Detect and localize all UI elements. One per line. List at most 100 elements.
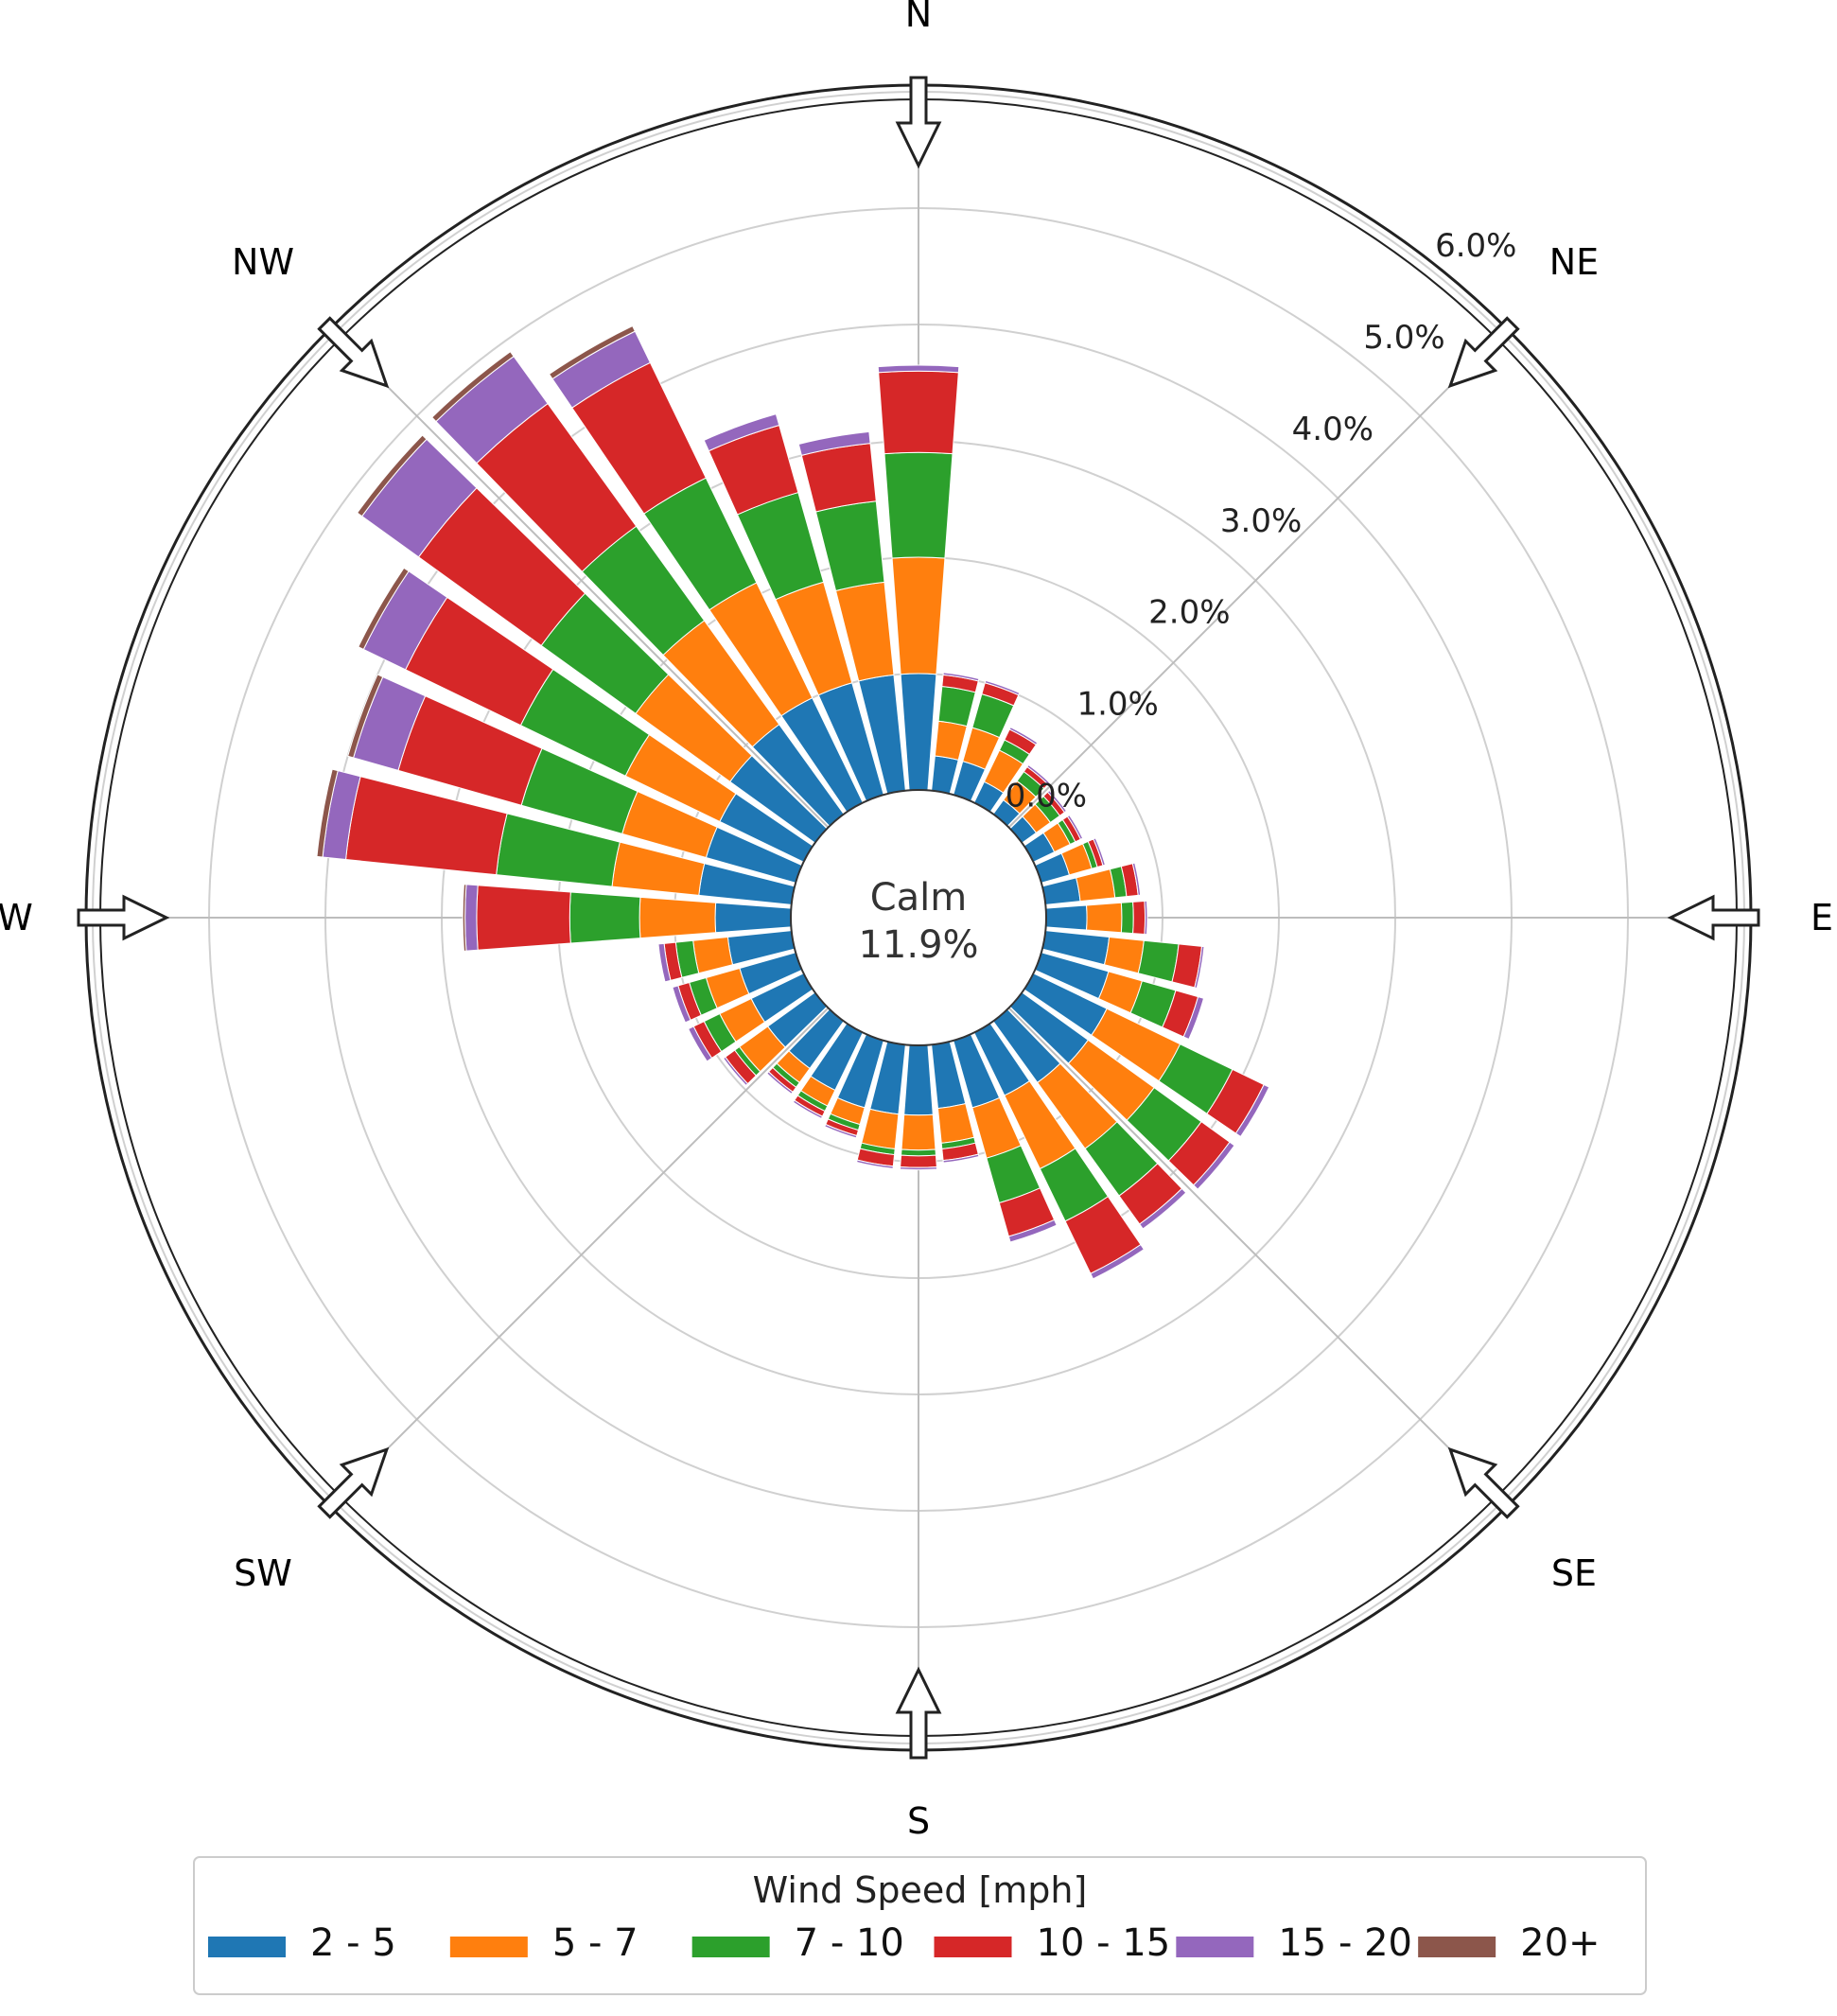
wind-bar-segment <box>1045 904 1088 931</box>
compass-label: N <box>905 0 932 35</box>
overlay-layer: Calm 11.9% <box>790 789 1047 1046</box>
wind-bar-segment <box>657 942 672 983</box>
wind-bar-segment <box>891 556 946 675</box>
wind-bar-segment <box>692 936 734 974</box>
wind-bar-segment <box>901 1113 936 1151</box>
legend-swatch <box>449 1937 528 1957</box>
legend-label: 2 - 5 <box>310 1921 396 1965</box>
wind-bar-segment <box>1041 877 1081 905</box>
legend-title: Wind Speed [mph] <box>753 1869 1088 1911</box>
wind-bar-segment <box>1120 901 1134 935</box>
compass-arrow <box>1447 1446 1520 1519</box>
wind-bar-segment <box>1137 939 1180 983</box>
wind-bar-segment <box>464 884 479 952</box>
legend-label: 10 - 15 <box>1037 1921 1171 1965</box>
wind-bar-segment <box>1234 1083 1270 1138</box>
calm-label: Calm <box>870 876 968 920</box>
compass-label: NW <box>232 241 294 283</box>
wind-bar-segment <box>1090 1243 1146 1280</box>
grid-spoke <box>1007 1007 1498 1498</box>
wind-bar-segment <box>1182 996 1205 1041</box>
wind-bar-segment <box>714 902 792 934</box>
legend-swatch <box>691 1937 770 1957</box>
compass-label: SE <box>1551 1552 1597 1594</box>
wind-bar-segment <box>900 1154 937 1168</box>
radial-tick-label: 6.0% <box>1435 227 1516 265</box>
wind-bar-segment <box>1193 1141 1235 1190</box>
wind-bar-segment <box>1103 936 1145 974</box>
radial-tick-label: 2.0% <box>1148 594 1230 632</box>
wind-bar-segment <box>548 324 637 380</box>
wind-bar-segment <box>800 443 877 513</box>
wind-bar-segment <box>942 1153 980 1164</box>
grid-spoke <box>1007 338 1498 829</box>
wind-bar-segment <box>1007 1218 1058 1243</box>
grid-spoke <box>339 1007 830 1498</box>
bar-layer <box>316 324 1270 1280</box>
wind-bar-segment <box>639 896 717 939</box>
wind-bar-segment <box>316 768 339 858</box>
wind-bar-segment <box>1076 868 1116 903</box>
wind-bar-segment <box>936 1102 975 1144</box>
wind-bar-segment <box>347 674 384 759</box>
wind-bar-segment <box>1086 902 1123 934</box>
legend-swatch <box>1418 1937 1496 1957</box>
radial-tick-label: 4.0% <box>1292 411 1373 448</box>
grid-spoke <box>339 338 830 829</box>
compass-arrow <box>1667 894 1760 941</box>
compass-arrow <box>317 1446 390 1519</box>
wind-bar-segment <box>884 451 953 559</box>
wind-bar-segment <box>903 1044 934 1116</box>
wind-bar-segment <box>942 672 980 682</box>
compass-arrow <box>77 894 170 941</box>
legend-items: 2 - 5 5 - 7 7 - 10 10 - 15 15 - 20 20+ <box>208 1921 1601 1965</box>
wind-bar-segment <box>984 679 1021 696</box>
legend-swatch <box>934 1937 1012 1957</box>
compass-label: S <box>907 1800 930 1842</box>
wind-bar-segment <box>861 1108 900 1149</box>
wind-bar-segment <box>1093 837 1106 867</box>
radial-tick-label: 5.0% <box>1363 319 1444 357</box>
wind-bar-segment <box>1132 900 1146 936</box>
compass-label: W <box>0 897 33 938</box>
wind-bar-segment <box>1008 727 1039 745</box>
calm-value: 11.9% <box>858 923 978 967</box>
radial-tick-labels: 0.0% 1.0% 2.0% 3.0% 4.0% 5.0% 6.0% <box>1006 227 1517 815</box>
wind-bar-segment <box>672 985 691 1024</box>
legend-label: 15 - 20 <box>1278 1921 1412 1965</box>
wind-bar-segment <box>723 1056 749 1087</box>
radial-tick-label: 1.0% <box>1076 686 1158 724</box>
wind-bar-segment <box>356 434 428 517</box>
wind-bar-segment <box>797 430 871 457</box>
wind-bar-segment <box>476 885 571 951</box>
legend-swatch <box>208 1937 286 1957</box>
wind-bar-segment <box>824 1123 858 1139</box>
wind-bar-segment <box>878 370 959 455</box>
wind-bar-segment <box>1066 814 1084 840</box>
legend-label: 7 - 10 <box>795 1921 904 1965</box>
compass-label: E <box>1811 897 1833 938</box>
wind-bar-segment <box>430 350 515 423</box>
wind-bar-segment <box>931 755 959 795</box>
wind-bar-segment <box>1194 945 1205 990</box>
wind-bar-segment <box>792 1099 824 1120</box>
wind-bar-segment <box>1026 763 1051 785</box>
compass-arrow <box>895 76 942 169</box>
wind-bar-segment <box>1131 862 1142 896</box>
wind-bar-segment <box>901 1148 936 1157</box>
compass-arrow <box>895 1666 942 1760</box>
wind-bar-segment <box>937 686 976 728</box>
wind-bar-segment <box>900 673 937 791</box>
calm-circle <box>790 789 1047 1046</box>
wind-bar-segment <box>1144 900 1148 936</box>
wind-bar-segment <box>934 720 968 761</box>
legend-swatch <box>1176 1937 1254 1957</box>
radial-tick-label: 0.0% <box>1006 778 1087 815</box>
wind-bar-segment <box>899 1166 938 1171</box>
legend-label: 20+ <box>1520 1921 1600 1965</box>
wind-bar-segment <box>569 891 641 944</box>
wind-bar-segment <box>358 567 410 651</box>
wind-bar-segment <box>1138 1187 1187 1230</box>
